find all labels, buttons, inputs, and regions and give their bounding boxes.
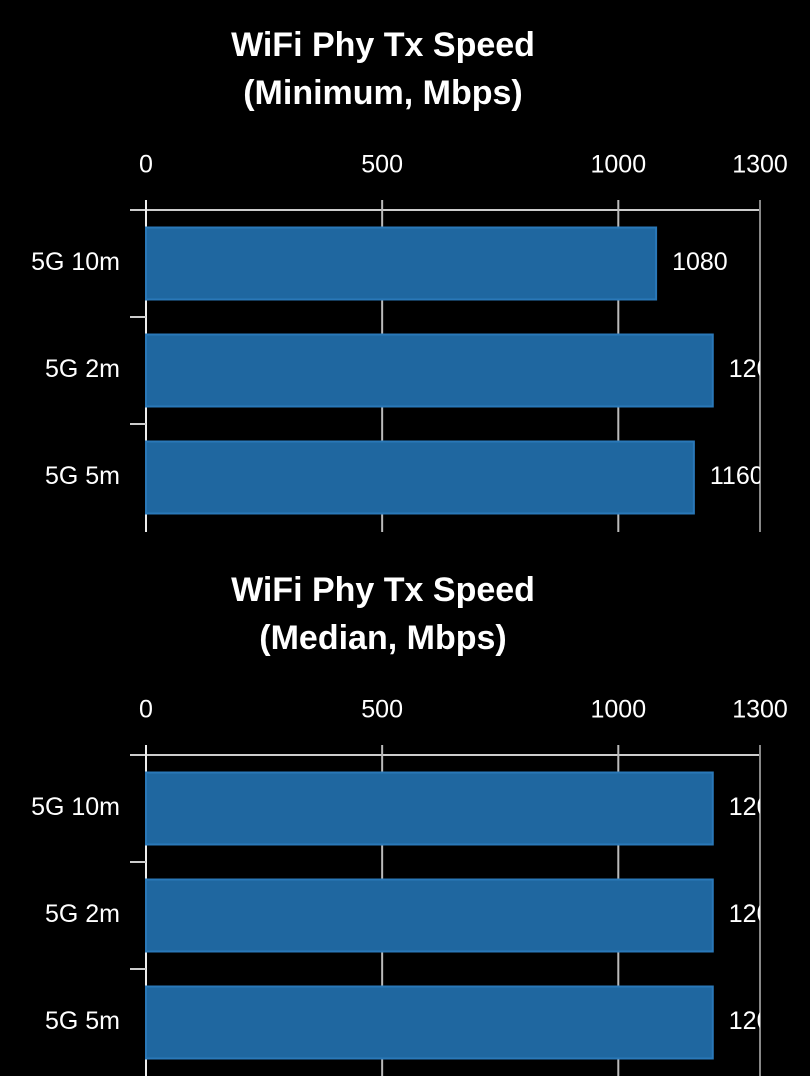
x-tick-label: 1000 [590, 151, 646, 179]
bar [145, 771, 714, 846]
y-tick-label: 5G 2m [45, 900, 120, 928]
bar [145, 878, 714, 953]
chart-title: WiFi Phy Tx Speed [231, 571, 535, 609]
chart: WiFi Phy Tx Speed (Median, Mbps) 0 500 1000 1… [31, 571, 788, 1076]
bar [145, 226, 658, 301]
x-tick-label: 500 [361, 696, 403, 724]
y-tick-label: 5G 5m [45, 1007, 120, 1035]
y-tick-label: 5G 5m [45, 462, 120, 490]
chart-title: (Median, Mbps) [259, 619, 506, 657]
value-label: 1200 [729, 900, 785, 928]
bar [145, 333, 714, 408]
chart-title: (Minimum, Mbps) [243, 74, 523, 112]
x-tick-label: 0 [139, 151, 153, 179]
y-tick-label: 5G 2m [45, 355, 120, 383]
value-label: 1080 [672, 248, 728, 276]
value-label: 1160 [710, 462, 764, 490]
value-label: 1200 [729, 1007, 785, 1035]
bar [145, 440, 695, 515]
x-tick-label: 1000 [590, 696, 646, 724]
value-label: 1200 [729, 355, 785, 383]
chart-title: WiFi Phy Tx Speed [231, 26, 535, 64]
x-tick-label: 1300 [732, 151, 788, 179]
y-tick-label: 5G 10m [31, 248, 120, 276]
chart: WiFi Phy Tx Speed (Minimum, Mbps) 0 500 1000… [31, 26, 788, 532]
x-tick-label: 0 [139, 696, 153, 724]
x-tick-label: 1300 [732, 696, 788, 724]
x-tick-label: 500 [361, 151, 403, 179]
value-label: 1200 [729, 793, 785, 821]
y-tick-label: 5G 10m [31, 793, 120, 821]
bar [145, 985, 714, 1060]
